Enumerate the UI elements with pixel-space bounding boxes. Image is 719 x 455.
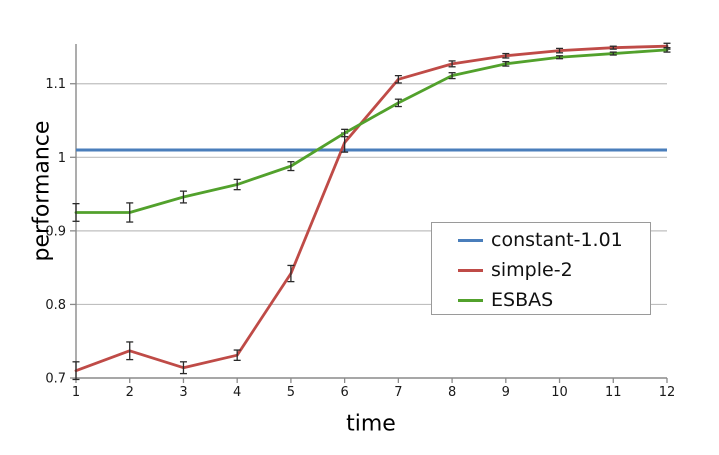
- error-bar-ESBAS: [448, 72, 456, 80]
- series-simple-2-line: [74, 44, 669, 373]
- error-bar-ESBAS: [341, 128, 349, 138]
- y-tick-label: 0.8: [45, 298, 66, 313]
- legend-line-sample-esbas: [458, 298, 483, 302]
- x-axis-title: time: [346, 411, 396, 437]
- legend-label-esbas: ESBAS: [491, 289, 554, 311]
- legend-label-simple-2: simple-2: [491, 259, 573, 281]
- legend-item-simple-2: simple-2: [458, 255, 650, 285]
- x-tick-label: 12: [659, 385, 676, 400]
- x-tick-label: 8: [448, 385, 456, 400]
- x-tick-label: 2: [126, 385, 134, 400]
- error-bar-ESBAS: [126, 202, 134, 223]
- error-bar-simple-2: [179, 361, 187, 375]
- error-bar-simple-2: [609, 45, 617, 50]
- error-bar-simple-2: [502, 52, 510, 59]
- error-bar-simple-2: [72, 361, 80, 381]
- series-ESBAS-line: [74, 48, 669, 214]
- legend-label-constant: constant-1.01: [491, 229, 623, 251]
- error-bar-simple-2: [233, 349, 241, 361]
- x-tick-label: 5: [287, 385, 295, 400]
- x-tick-label: 3: [179, 385, 187, 400]
- legend-item-esbas: ESBAS: [458, 285, 650, 315]
- y-tick-label: 0.7: [45, 372, 66, 387]
- error-bar-ESBAS: [233, 178, 241, 191]
- x-tick-label: 1: [72, 385, 80, 400]
- error-bar-ESBAS: [72, 202, 80, 222]
- x-tick-label: 10: [551, 385, 568, 400]
- error-bar-simple-2: [556, 47, 564, 54]
- error-bar-ESBAS: [179, 190, 187, 204]
- error-bar-ESBAS: [556, 55, 564, 60]
- legend: constant-1.01 simple-2 ESBAS: [431, 222, 651, 315]
- y-tick-label: 1.1: [45, 77, 66, 92]
- legend-item-constant: constant-1.01: [458, 225, 650, 255]
- x-tick-label: 9: [502, 385, 510, 400]
- y-tick-label: 1: [58, 151, 66, 166]
- legend-line-sample-simple-2: [458, 268, 483, 272]
- x-tick-label: 7: [394, 385, 402, 400]
- x-tick-label: 11: [605, 385, 622, 400]
- error-bar-simple-2: [287, 264, 295, 283]
- error-bar-ESBAS: [394, 98, 402, 108]
- x-tick-label: 4: [233, 385, 241, 400]
- error-bar-ESBAS: [663, 47, 671, 53]
- error-bar-ESBAS: [287, 161, 295, 172]
- y-tick-label: 0.9: [45, 224, 66, 239]
- y-axis-title: performance: [29, 120, 55, 262]
- x-tick-label: 6: [340, 385, 348, 400]
- error-bar-simple-2: [126, 341, 134, 361]
- error-bar-simple-2: [448, 60, 456, 68]
- legend-line-sample-constant: [458, 238, 483, 242]
- error-bar-ESBAS: [609, 51, 617, 56]
- error-bar-ESBAS: [502, 61, 510, 67]
- error-bar-simple-2: [394, 74, 402, 84]
